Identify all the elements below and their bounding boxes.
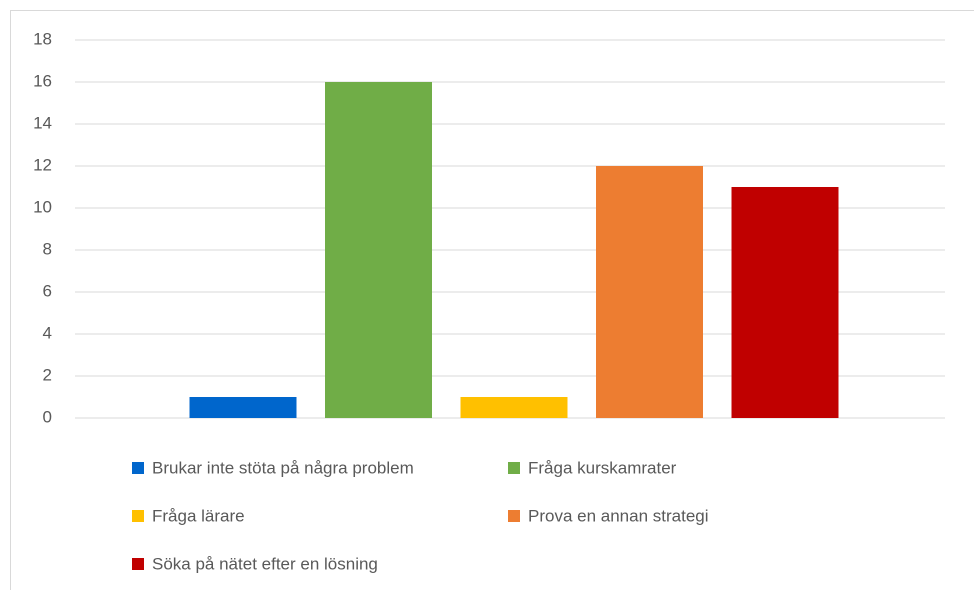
legend-label: Söka på nätet efter en lösning	[152, 554, 378, 573]
bar	[189, 397, 297, 418]
legend-label: Prova en annan strategi	[528, 506, 709, 525]
y-tick-label: 14	[33, 113, 52, 132]
y-tick-label: 6	[43, 281, 52, 300]
legend-label: Fråga lärare	[152, 506, 245, 525]
y-tick-label: 2	[43, 365, 52, 384]
legend-swatch	[508, 510, 520, 522]
legend-swatch	[132, 558, 144, 570]
legend-swatch	[508, 462, 520, 474]
y-tick-label: 4	[43, 323, 52, 342]
y-tick-label: 0	[43, 407, 52, 426]
bar	[325, 82, 432, 418]
legend-swatch	[132, 462, 144, 474]
y-tick-label: 12	[33, 155, 52, 174]
y-tick-label: 18	[33, 29, 52, 48]
y-tick-label: 10	[33, 197, 52, 216]
bar	[596, 166, 703, 418]
y-tick-label: 16	[33, 71, 52, 90]
legend-swatch	[132, 510, 144, 522]
bar	[460, 397, 568, 418]
bar	[731, 187, 839, 418]
legend-label: Fråga kurskamrater	[528, 458, 677, 477]
legend-label: Brukar inte stöta på några problem	[152, 458, 414, 477]
y-tick-label: 8	[43, 239, 52, 258]
